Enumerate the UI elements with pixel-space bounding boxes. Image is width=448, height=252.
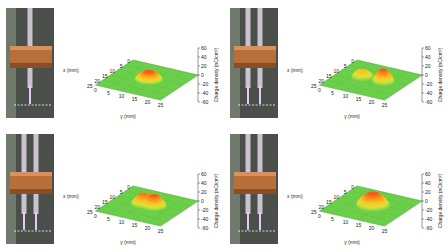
- svg-text:y (mm): y (mm): [344, 113, 360, 119]
- svg-text:20: 20: [201, 63, 207, 69]
- svg-text:15: 15: [356, 96, 362, 102]
- svg-text:-40: -40: [425, 90, 432, 96]
- svg-text:25: 25: [311, 83, 317, 89]
- svg-text:15: 15: [102, 199, 108, 205]
- svg-text:25: 25: [382, 102, 388, 108]
- svg-text:-60: -60: [201, 225, 208, 231]
- svg-text:5: 5: [344, 189, 347, 195]
- svg-text:40: 40: [201, 54, 207, 60]
- svg-text:0: 0: [94, 87, 97, 93]
- svg-text:0: 0: [425, 72, 428, 78]
- svg-text:40: 40: [201, 180, 207, 186]
- svg-text:15: 15: [326, 199, 332, 205]
- svg-text:20: 20: [369, 99, 375, 105]
- svg-text:25: 25: [87, 209, 93, 215]
- svg-text:Charge density (nC/cm²): Charge density (nC/cm²): [437, 173, 443, 228]
- svg-text:15: 15: [132, 96, 138, 102]
- svg-text:20: 20: [318, 204, 324, 210]
- svg-text:25: 25: [158, 228, 164, 234]
- svg-text:10: 10: [109, 68, 115, 74]
- svg-text:5: 5: [120, 63, 123, 69]
- svg-text:-40: -40: [201, 90, 208, 96]
- svg-text:10: 10: [119, 93, 125, 99]
- svg-text:x (mm): x (mm): [63, 193, 79, 199]
- svg-text:20: 20: [425, 63, 431, 69]
- svg-text:5: 5: [107, 90, 110, 96]
- svg-text:-60: -60: [201, 99, 208, 105]
- svg-text:20: 20: [145, 225, 151, 231]
- svg-text:y (mm): y (mm): [120, 239, 136, 245]
- svg-text:5: 5: [120, 189, 123, 195]
- svg-text:20: 20: [425, 189, 431, 195]
- svg-text:-20: -20: [425, 81, 432, 87]
- svg-text:x (mm): x (mm): [63, 67, 79, 73]
- svg-text:25: 25: [311, 209, 317, 215]
- svg-text:60: 60: [425, 45, 431, 51]
- svg-text:5: 5: [107, 216, 110, 222]
- svg-text:-60: -60: [425, 99, 432, 105]
- svg-text:-60: -60: [425, 225, 432, 231]
- svg-text:0: 0: [201, 198, 204, 204]
- svg-text:0: 0: [127, 58, 130, 64]
- svg-text:15: 15: [102, 73, 108, 79]
- svg-text:-20: -20: [201, 81, 208, 87]
- svg-text:20: 20: [94, 204, 100, 210]
- svg-text:Charge density (nC/cm²): Charge density (nC/cm²): [213, 47, 219, 102]
- svg-text:40: 40: [425, 180, 431, 186]
- svg-text:0: 0: [425, 198, 428, 204]
- svg-text:60: 60: [201, 171, 207, 177]
- svg-text:0: 0: [94, 213, 97, 219]
- svg-text:15: 15: [356, 222, 362, 228]
- svg-text:20: 20: [318, 78, 324, 84]
- svg-text:-20: -20: [201, 207, 208, 213]
- svg-text:0: 0: [201, 72, 204, 78]
- svg-text:25: 25: [87, 83, 93, 89]
- svg-text:y (mm): y (mm): [344, 239, 360, 245]
- svg-text:Charge density (nC/cm²): Charge density (nC/cm²): [213, 173, 219, 228]
- svg-text:10: 10: [119, 219, 125, 225]
- svg-text:10: 10: [343, 93, 349, 99]
- svg-text:0: 0: [318, 87, 321, 93]
- svg-text:10: 10: [333, 68, 339, 74]
- svg-text:20: 20: [145, 99, 151, 105]
- svg-text:15: 15: [326, 73, 332, 79]
- svg-text:-40: -40: [425, 216, 432, 222]
- svg-text:-20: -20: [425, 207, 432, 213]
- svg-text:Charge density (nC/cm²): Charge density (nC/cm²): [437, 47, 443, 102]
- svg-text:0: 0: [351, 58, 354, 64]
- svg-text:20: 20: [369, 225, 375, 231]
- svg-text:10: 10: [333, 194, 339, 200]
- svg-text:0: 0: [318, 213, 321, 219]
- svg-text:x (mm): x (mm): [287, 193, 303, 199]
- svg-text:60: 60: [201, 45, 207, 51]
- svg-text:0: 0: [127, 184, 130, 190]
- svg-text:60: 60: [425, 171, 431, 177]
- svg-text:10: 10: [343, 219, 349, 225]
- svg-text:15: 15: [132, 222, 138, 228]
- svg-text:-40: -40: [201, 216, 208, 222]
- svg-text:40: 40: [425, 54, 431, 60]
- svg-text:10: 10: [109, 194, 115, 200]
- svg-text:20: 20: [94, 78, 100, 84]
- svg-text:5: 5: [331, 216, 334, 222]
- svg-text:5: 5: [331, 90, 334, 96]
- svg-text:y (mm): y (mm): [120, 113, 136, 119]
- svg-text:0: 0: [351, 184, 354, 190]
- svg-text:5: 5: [344, 63, 347, 69]
- svg-text:25: 25: [158, 102, 164, 108]
- svg-text:20: 20: [201, 189, 207, 195]
- svg-text:x (mm): x (mm): [287, 67, 303, 73]
- svg-text:25: 25: [382, 228, 388, 234]
